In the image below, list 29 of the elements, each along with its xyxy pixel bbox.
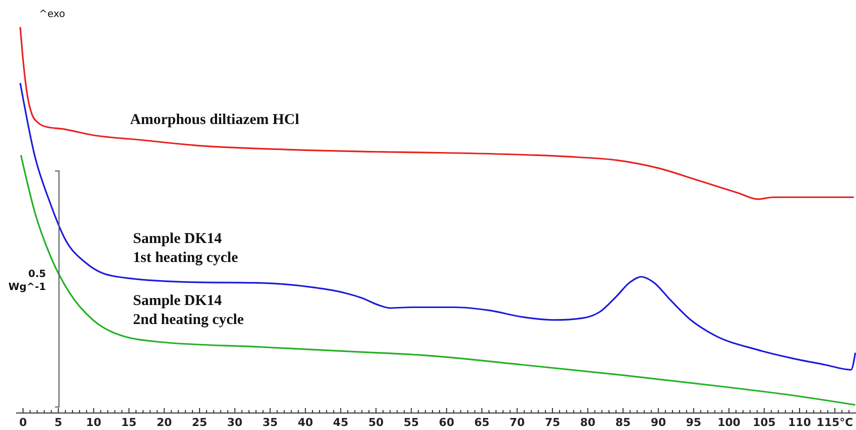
x-tick-label: 70 bbox=[510, 416, 526, 429]
x-tick-label: 55 bbox=[404, 416, 419, 429]
series-label: Sample DK14 2nd heating cycle bbox=[133, 293, 244, 328]
x-tick-label: 85 bbox=[615, 416, 631, 429]
x-tick-label: 0 bbox=[19, 416, 28, 429]
x-tick-label: 100 bbox=[717, 416, 741, 429]
x-tick-label: 50 bbox=[368, 416, 384, 429]
x-tick-label: 80 bbox=[580, 416, 596, 429]
x-tick-label: 10 bbox=[86, 416, 102, 429]
x-tick-label: 25 bbox=[192, 416, 208, 429]
x-tick-label: 95 bbox=[686, 416, 702, 429]
x-tick-label: 65 bbox=[474, 416, 490, 429]
x-tick-label: 30 bbox=[227, 416, 243, 429]
x-tick-label: 115°C bbox=[816, 416, 854, 429]
x-tick-label: 110 bbox=[788, 416, 812, 429]
x-tick-label: 60 bbox=[438, 416, 455, 429]
x-tick-label: 105 bbox=[752, 416, 776, 429]
x-tick-label: 15 bbox=[121, 416, 137, 429]
series-label: Sample DK14 1st heating cycle bbox=[133, 231, 238, 266]
x-tick-label: 35 bbox=[262, 416, 278, 429]
x-tick-label: 45 bbox=[333, 416, 348, 429]
x-tick-label: 5 bbox=[54, 416, 62, 429]
x-tick-label: 20 bbox=[156, 416, 172, 429]
x-tick-label: 75 bbox=[544, 416, 560, 429]
annotation: 0.5 Wg^-1 bbox=[8, 269, 46, 293]
x-tick-label: 90 bbox=[650, 416, 666, 429]
text: ^exo bbox=[39, 9, 66, 20]
x-tick-label: 40 bbox=[298, 416, 314, 429]
series-label: Amorphous diltiazem HCl bbox=[130, 112, 300, 128]
